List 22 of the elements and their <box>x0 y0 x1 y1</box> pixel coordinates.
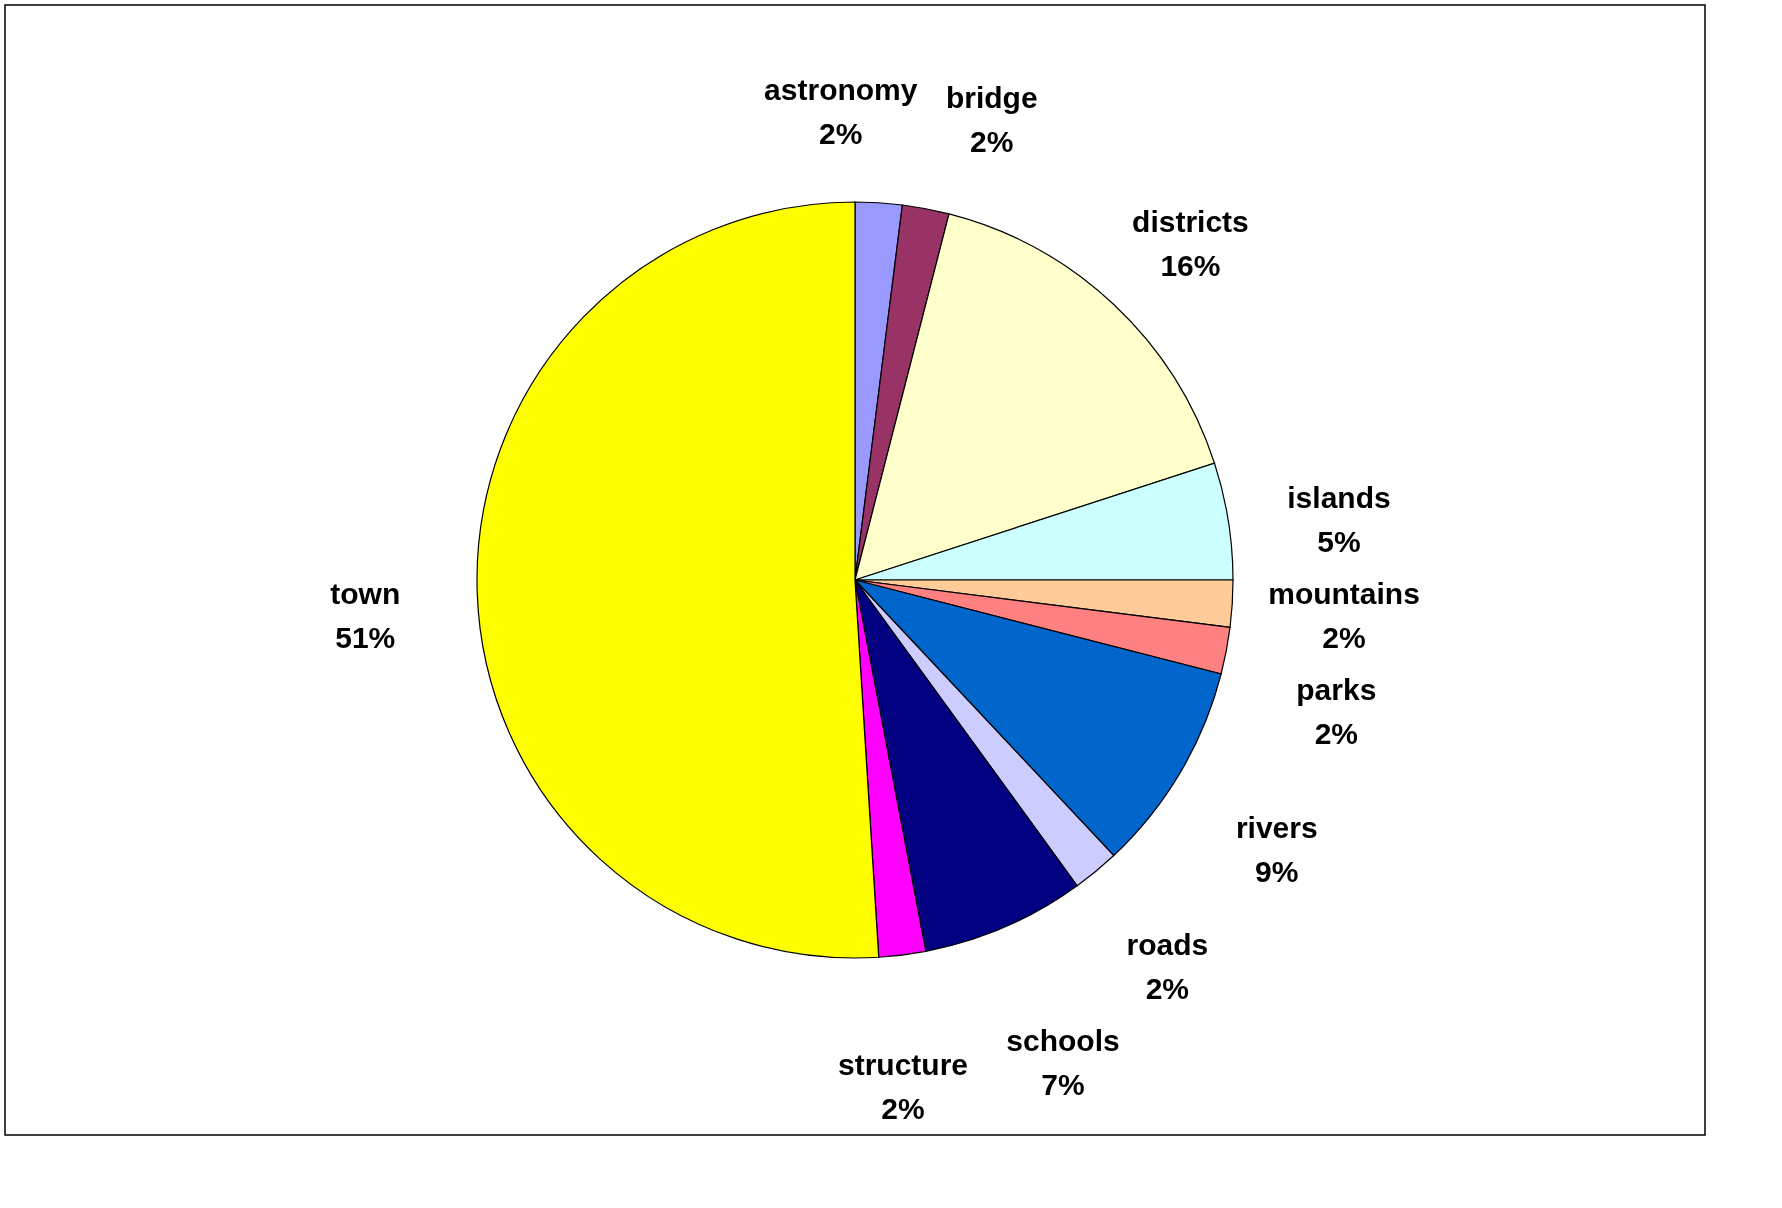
data-label: 5% <box>1317 525 1361 559</box>
slice-label: bridge <box>945 80 1038 114</box>
data-label: 2% <box>1145 971 1190 1005</box>
slice-label: structure <box>837 1048 969 1082</box>
data-label: 2% <box>970 124 1014 158</box>
slice-label: astronomy <box>764 72 918 106</box>
data-label: 7% <box>1041 1067 1085 1101</box>
slice-label: roads <box>1126 927 1209 961</box>
slice-label: rivers <box>1235 811 1318 845</box>
data-label: 2% <box>819 116 863 150</box>
data-label: 9% <box>1255 855 1299 889</box>
data-label: 2% <box>1322 621 1366 655</box>
slice-label: town <box>330 577 401 611</box>
slice-label: mountains <box>1268 577 1420 611</box>
slice-label: islands <box>1287 481 1391 515</box>
slice-label: parks <box>1296 673 1377 707</box>
data-label: 2% <box>881 1092 925 1126</box>
slice-label: schools <box>1006 1023 1120 1057</box>
slice-label: districts <box>1132 204 1249 238</box>
data-label: 2% <box>1314 717 1358 751</box>
data-label: 51% <box>335 621 396 655</box>
data-label: 16% <box>1160 248 1221 282</box>
